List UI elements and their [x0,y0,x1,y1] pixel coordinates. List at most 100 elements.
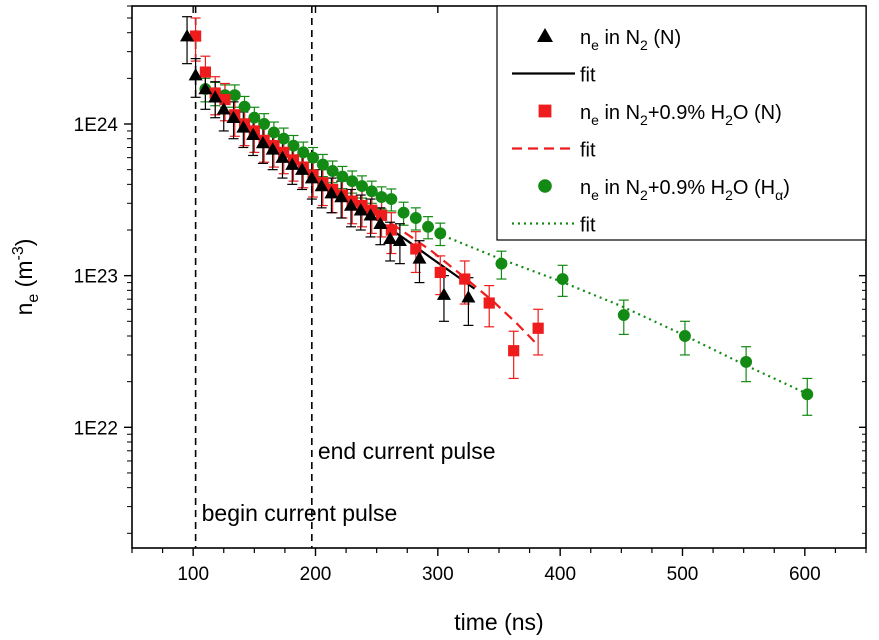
data-point-circle [316,158,329,171]
legend-0-a: n [580,27,591,49]
data-point-triangle [295,162,310,175]
x-tick-label: 600 [789,564,821,585]
data-point-circle [495,257,508,270]
data-point-circle [336,170,349,183]
axis-ticks: 100 200 300 400 500 600 1E22 1E23 1E24 [74,5,867,585]
data-point-triangle [324,186,339,199]
x-tick-label: 400 [544,564,576,585]
data-point-circle [248,111,261,124]
data-point-triangle [461,290,476,303]
legend-2-b: e [591,112,599,128]
legend-0-d: 2 [640,37,648,53]
legend-2-a: n [580,102,591,124]
data-point-circle [267,126,280,139]
data-point-square [199,66,211,78]
data-point-triangle [353,203,368,216]
y-tick-label: 1E24 [74,115,119,136]
legend-marker-square [538,104,552,118]
data-point-triangle [226,110,241,123]
legend-4-b: e [591,187,599,203]
data-point-circle [277,132,290,145]
x-tick-label: 200 [300,564,332,585]
data-point-circle [678,330,691,342]
data-point-triangle [383,231,398,245]
y-title-sup: -3 [10,246,27,260]
y-axis-title: ne (m-3) [10,239,42,316]
legend-entry-fit-n2: fit [580,65,596,87]
legend-2-g: O (N) [733,102,782,124]
legend-4-d: 2 [640,187,648,203]
legend-0-b: e [591,37,599,53]
y-title-sub: e [25,294,42,303]
legend-entry-fit-n2-h2o-n: fit [580,140,596,162]
annotation-begin-current-pulse: begin current pulse [202,500,398,526]
legend-2-c: in N [599,102,640,124]
legend-entry-ne-n2-h2o-halpha: ne in N2+0.9% H2O (Hα) [580,177,790,203]
x-tick-label: 300 [422,564,454,585]
data-point-circle [346,175,359,188]
data-point-circle [375,191,388,203]
fit-line-dashed [308,172,537,344]
data-point-circle [556,273,569,285]
data-point-triangle [188,68,203,81]
data-point-triangle [246,127,261,140]
data-point-square [410,243,422,255]
data-point-triangle [334,190,349,203]
data-point-circle [397,206,410,219]
data-point-triangle [363,208,378,221]
legend-2-d: 2 [640,112,648,128]
data-point-square [190,30,202,42]
legend-2-f: 2 [725,112,733,128]
legend-4-i: ) [783,177,790,199]
data-point-triangle [180,29,195,42]
data-point-triangle [373,216,388,229]
legend-entry-fit-n2-h2o-halpha: fit [580,215,596,237]
data-point-square [375,209,388,221]
data-point-circle [801,388,814,401]
data-point-triangle [304,171,319,184]
y-title-rest: (m [11,260,37,293]
legend-marker-triangle [537,28,553,42]
data-point-triangle [314,179,329,192]
data-point-circle [356,180,368,192]
x-tick-label: 500 [667,564,699,585]
data-point-triangle [392,233,407,246]
data-point-circle [409,212,422,224]
data-point-circle [297,146,310,159]
data-point-square [459,273,471,285]
data-point-circle [228,89,241,102]
data-point-triangle [436,287,451,300]
legend-0-e: (N) [648,27,681,49]
data-markers [180,29,814,401]
data-point-square [508,345,520,357]
data-point-triangle [285,157,300,170]
legend-4-c: in N [599,177,640,199]
legend-entry-ne-n2: ne in N2 (N) [580,27,681,53]
data-point-circle [287,139,300,152]
y-tick-label: 1E22 [74,418,118,439]
data-point-square [434,266,446,279]
data-point-triangle [255,135,270,149]
data-point-circle [238,100,251,113]
data-point-triangle [208,90,223,103]
legend-0-c: in N [599,27,640,49]
pulse-marker-lines [194,6,313,548]
legend-4-e: +0.9% H [648,177,725,199]
data-point-triangle [343,198,358,211]
data-point-circle [258,118,271,130]
legend-2-e: +0.9% H [648,102,725,124]
data-point-square [385,224,397,236]
data-point-triangle [265,142,280,155]
x-axis-title: time (ns) [454,609,543,635]
legend-4-f: 2 [725,187,733,203]
legend-4-h: α [775,187,783,203]
data-point-triangle [275,150,290,163]
legend-entry-ne-n2-h2o-n: ne in N2+0.9% H2O (N) [580,102,782,128]
data-point-circle [422,220,434,233]
y-title-close: ) [11,239,37,247]
legend-4-a: n [580,177,591,199]
data-point-triangle [216,102,231,115]
data-point-circle [617,309,630,321]
data-point-square [483,297,495,309]
